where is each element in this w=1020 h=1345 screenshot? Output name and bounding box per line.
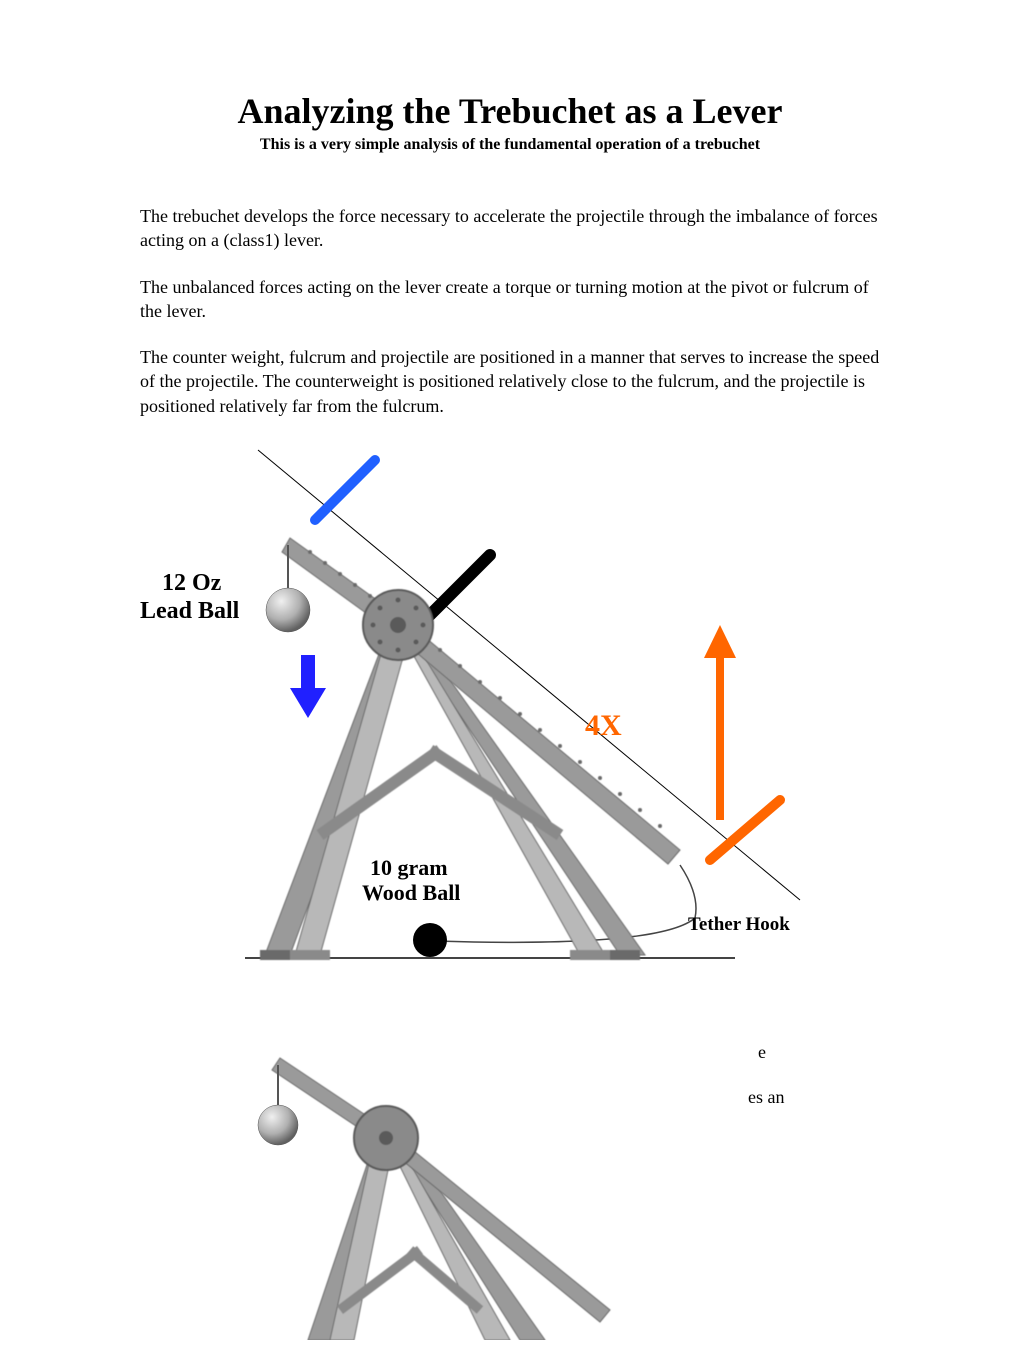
trebuchet-svg: 12 Oz Lead Ball 4X 10 gram Wood Ball Tet… <box>140 440 880 1340</box>
intro-paragraph-2: The unbalanced forces acting on the leve… <box>140 275 880 324</box>
cutoff-text-2: es an <box>748 1085 784 1109</box>
label-ratio: 4X <box>585 709 622 742</box>
label-wood-ball-line1: 10 gram <box>370 855 448 880</box>
cutoff-text-1: e <box>758 1040 766 1064</box>
intro-paragraph-1: The trebuchet develops the force necessa… <box>140 204 880 253</box>
intro-paragraph-3: The counter weight, fulcrum and projecti… <box>140 345 880 418</box>
label-tether-hook: Tether Hook <box>688 914 790 935</box>
label-lead-ball-line2: Lead Ball <box>140 598 240 624</box>
page-subtitle: This is a very simple analysis of the fu… <box>140 136 880 154</box>
trebuchet-diagram: 12 Oz Lead Ball 4X 10 gram Wood Ball Tet… <box>140 440 880 1345</box>
label-lead-ball-line1: 12 Oz <box>162 570 222 596</box>
page-title: Analyzing the Trebuchet as a Lever <box>140 90 880 132</box>
label-wood-ball-line2: Wood Ball <box>362 880 460 905</box>
page: Analyzing the Trebuchet as a Lever This … <box>0 0 1020 1345</box>
